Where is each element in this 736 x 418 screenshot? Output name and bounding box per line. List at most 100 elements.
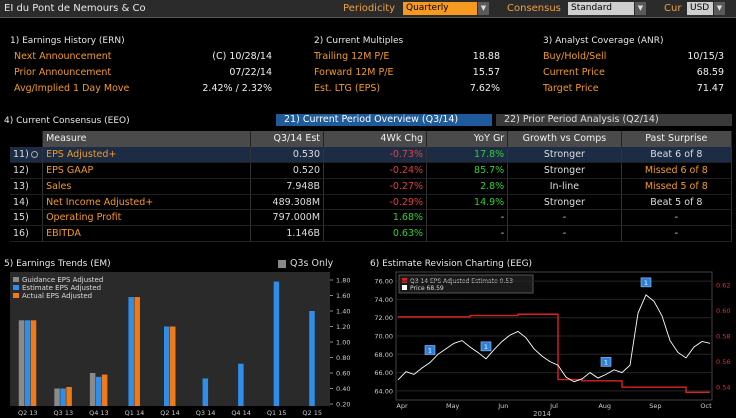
y-tick-label: 0.60 — [336, 370, 350, 378]
row-index: 14) — [10, 194, 44, 211]
header-measure[interactable]: Measure — [42, 131, 252, 147]
bar-estimate-eps-adjusted[interactable] — [95, 376, 102, 406]
checkbox-icon[interactable] — [278, 259, 286, 268]
company-name: EI du Pont de Nemours & Co — [4, 3, 146, 14]
kv-value: 68.59 — [696, 67, 724, 78]
header-4wk-chg[interactable]: 4Wk Chg — [323, 131, 428, 147]
currency-dropdown-icon[interactable]: ▼ — [714, 2, 725, 15]
surprise-cell[interactable]: Beat 6 of 8 — [621, 146, 733, 164]
analyst-coverage-title[interactable]: 3) Analyst Coverage (ANR) — [543, 36, 664, 46]
kv-value: 7.62% — [469, 83, 500, 94]
series-line-price[interactable] — [397, 294, 711, 383]
current-consensus-title[interactable]: 4) Current Consensus (EEO) — [4, 116, 130, 126]
bar-actual-eps-adjusted[interactable] — [30, 320, 37, 406]
bar-guidance-eps-adjusted[interactable] — [54, 388, 60, 407]
table-row[interactable]: 12) EPS GAAP 0.520 -0.24% 85.7% Stronger… — [10, 162, 733, 179]
event-marker[interactable] — [640, 277, 652, 288]
bar-estimate-eps-adjusted[interactable] — [309, 311, 315, 406]
measure-cell[interactable]: EBITDA — [42, 225, 252, 243]
kv-value: 71.47 — [696, 83, 724, 94]
kv-key: Prior Announcement — [14, 67, 112, 78]
est-cell: 489.308M — [250, 194, 325, 211]
y-tick-label: 0.20 — [336, 401, 350, 409]
surprise-cell[interactable]: Missed 6 of 8 — [621, 162, 733, 179]
table-row[interactable]: 15) Operating Profit 797.000M 1.68% - - … — [10, 209, 733, 227]
bar-estimate-eps-adjusted[interactable] — [60, 388, 66, 407]
currency-select[interactable]: USD — [687, 2, 713, 15]
bar-estimate-eps-adjusted[interactable] — [128, 297, 134, 406]
kv-key: Avg/Implied 1 Day Move — [14, 83, 130, 94]
surprise-cell[interactable]: Missed 5 of 8 — [621, 178, 733, 195]
consensus-label: Consensus — [507, 3, 561, 14]
bar-guidance-eps-adjusted[interactable] — [89, 373, 96, 406]
consensus-dropdown-icon[interactable]: ▼ — [635, 2, 646, 15]
y-tick-label: 1.00 — [336, 339, 350, 347]
revision-chart-title[interactable]: 6) Estimate Revision Charting (EEG) — [370, 259, 533, 269]
earnings-trends-chart: Guidance EPS Adjusted Estimate EPS Adjus… — [10, 272, 350, 417]
q3-only-toggle[interactable]: Q3s Only — [278, 258, 333, 269]
earnings-trends-title[interactable]: 5) Earnings Trends (EM) — [4, 259, 111, 269]
bar-actual-eps-adjusted[interactable] — [101, 374, 108, 406]
row-index: 16) — [10, 225, 44, 243]
bar-estimate-eps-adjusted[interactable] — [202, 378, 209, 406]
bar-estimate-eps-adjusted[interactable] — [164, 326, 170, 407]
yoy-cell: 17.8% — [426, 146, 509, 164]
estimate-revision-chart: Q3 14 EPS Adjusted Estimate 0.53 Price 6… — [374, 271, 730, 418]
y-tick-label: 0.80 — [336, 354, 350, 362]
table-row[interactable]: 13) Sales 7.948B -0.27% 2.8% In-line Mis… — [10, 178, 733, 195]
radio-icon[interactable] — [30, 150, 38, 158]
kv-key: Trailing 12M P/E — [314, 51, 390, 62]
header-yoy-gr[interactable]: YoY Gr — [426, 131, 509, 147]
bar-actual-eps-adjusted[interactable] — [170, 326, 176, 407]
bar-actual-eps-adjusted[interactable] — [134, 297, 140, 406]
est-cell: 0.520 — [250, 162, 325, 179]
bar-estimate-eps-adjusted[interactable] — [238, 363, 244, 406]
chg-cell: -0.73% — [323, 146, 428, 164]
bar-actual-eps-adjusted[interactable] — [66, 386, 72, 406]
earnings-history-title[interactable]: 1) Earnings History (ERN) — [10, 36, 125, 46]
event-marker[interactable] — [424, 345, 436, 355]
x-tick-label: Jul — [549, 402, 558, 410]
periodicity-select[interactable]: Quarterly — [403, 2, 477, 15]
measure-cell[interactable]: EPS Adjusted+ — [42, 146, 252, 164]
measure-cell[interactable]: EPS GAAP — [42, 162, 252, 179]
y-tick-label: 1.60 — [336, 292, 350, 300]
left-y-tick: 74.00 — [374, 296, 393, 304]
tab-prior-period[interactable]: 22) Prior Period Analysis (Q2/14) — [496, 114, 732, 126]
x-tick-label: Q1 15 — [267, 409, 287, 417]
bar-estimate-eps-adjusted[interactable] — [273, 281, 280, 406]
bar-guidance-eps-adjusted[interactable] — [18, 320, 25, 406]
current-multiples-title[interactable]: 2) Current Multiples — [314, 36, 404, 46]
kv-forward-pe: Forward 12M P/E 15.57 — [314, 67, 500, 78]
tab-current-period[interactable]: 21) Current Period Overview (Q3/14) — [276, 114, 492, 126]
row-index: 13) — [10, 178, 44, 195]
kv-target-price: Target Price 71.47 — [543, 83, 724, 94]
consensus-select[interactable]: Standard — [568, 2, 634, 15]
comps-cell: In-line — [507, 178, 622, 195]
kv-value: (C) 10/28/14 — [212, 51, 272, 62]
header-growth-comps[interactable]: Growth vs Comps — [507, 131, 622, 147]
event-marker[interactable] — [480, 341, 492, 352]
header-est[interactable]: Q3/14 Est — [250, 131, 325, 147]
periodicity-dropdown-icon[interactable]: ▼ — [478, 2, 489, 15]
measure-cell[interactable]: Operating Profit — [42, 209, 252, 227]
table-row[interactable]: 11) EPS Adjusted+ 0.530 -0.73% 17.8% Str… — [10, 146, 733, 164]
header-past-surprise[interactable]: Past Surprise — [621, 131, 733, 147]
series-line-q3-14-eps-adjusted-estimate[interactable] — [398, 313, 710, 394]
comps-cell: Stronger — [507, 146, 622, 164]
bar-estimate-eps-adjusted[interactable] — [24, 320, 31, 406]
header-spacer — [10, 131, 44, 147]
measure-cell[interactable]: Sales — [42, 178, 252, 195]
event-marker[interactable] — [600, 357, 612, 367]
table-row[interactable]: 16) EBITDA 1.146B 0.63% - - - — [10, 225, 733, 243]
yoy-cell: - — [426, 225, 509, 243]
x-tick-label: May — [446, 402, 460, 410]
comps-cell: Stronger — [507, 194, 622, 211]
x-tick-label: Q2 15 — [302, 409, 322, 417]
x-tick-label: Q1 14 — [125, 409, 145, 417]
table-row[interactable]: 14) Net Income Adjusted+ 489.308M -0.29%… — [10, 194, 733, 211]
surprise-cell[interactable]: Beat 5 of 8 — [621, 194, 733, 211]
measure-cell[interactable]: Net Income Adjusted+ — [42, 194, 252, 211]
kv-key: Buy/Hold/Sell — [543, 51, 607, 62]
event-marker-label: 1 — [428, 347, 432, 355]
